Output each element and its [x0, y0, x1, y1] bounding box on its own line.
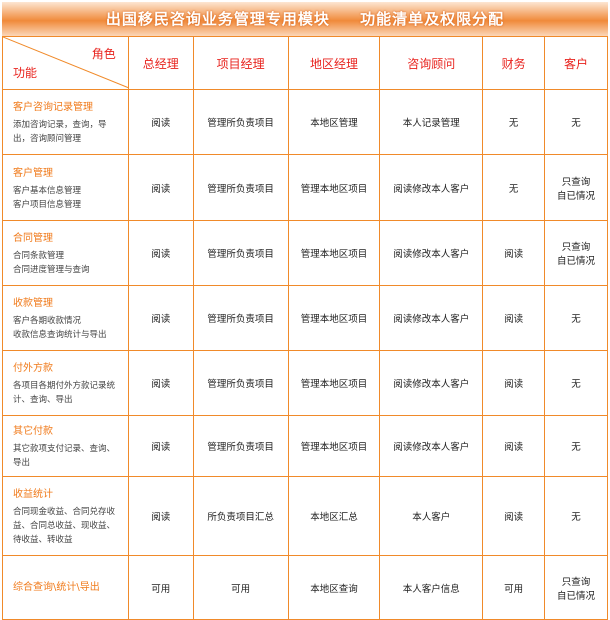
permission-cell: 本人客户 — [379, 476, 484, 556]
function-cell: 收款管理客户各期收款情况 收款信息查询统计与导出 — [2, 285, 129, 351]
function-cell: 客户咨询记录管理添加咨询记录，查询，导出，咨询顾问管理 — [2, 89, 129, 155]
function-name: 客户管理 — [13, 167, 53, 179]
table-row: 收益统计 合同现金收益、合同兑存收益、合同总收益、现收益、待收益、转收益 阅读 所负责… — [2, 476, 608, 556]
permission-cell: 管理本地区项目 — [287, 285, 381, 351]
permission-cell: 阅读修改本人客户 — [379, 285, 484, 351]
function-name: 收款管理 — [13, 298, 53, 309]
function-desc: 客户基本信息管理 客户项目信息管理 — [13, 185, 82, 210]
table-row: 客户咨询记录管理添加咨询记录，查询，导出，咨询顾问管理 阅读 管理所负责项目 本地区管… — [2, 89, 608, 155]
permission-cell: 所负责项目汇总 — [192, 476, 289, 556]
page-title: 出国移民咨询业务管理专用模块 功能清单及权限分配 — [2, 2, 608, 36]
permission-cell: 阅读 — [127, 476, 194, 556]
function-desc: 客户各期收款情况 收款信息查询统计与导出 — [13, 316, 107, 340]
function-cell: 综合查询\统计\导出 — [2, 555, 129, 620]
function-name: 客户咨询记录管理 — [13, 102, 93, 113]
permission-cell: 阅读 — [482, 220, 546, 286]
permission-cell: 无 — [544, 285, 608, 351]
function-name: 合同管理 — [13, 233, 53, 244]
table-row: 其它付款 其它款项支付记录、查询、导出 阅读 管理所负责项目 管理本地区项目 阅读修改本人… — [2, 415, 608, 477]
table-row: 付外方款 各项目各期付外方款记录统计、查询、导出 阅读 管理所负责项目 管理本地区项目阅… — [2, 350, 608, 416]
permission-cell: 管理本地区项目 — [287, 220, 381, 286]
function-cell: 合同管理合同条款管理 合同进度管理与查询 — [2, 220, 129, 286]
function-cell: 付外方款各项目各期付外方款记录统计、查询、导出 — [2, 350, 129, 416]
function-desc: 合同现金收益、合同兑存收益、合同总收益、现收益、待收益、转收益 — [13, 507, 116, 545]
function-name: 其它付款 — [13, 426, 53, 437]
header-row: 角色 功能 总经理 项目经理 地区经理 咨询顾问 财务 客户 — [2, 36, 608, 90]
function-cell: 客户管理客户基本信息管理 客户项目信息管理 — [2, 154, 129, 221]
title-part-1: 出国移民咨询业务管理专用模块 — [105, 10, 330, 28]
permission-cell: 管理本地区项目 — [287, 154, 381, 221]
permission-cell: 阅读修改本人客户 — [379, 415, 484, 477]
permission-cell: 本地区汇总 — [287, 476, 381, 556]
role-label: 角色 — [91, 47, 116, 61]
permission-cell: 管理所负责项目 — [192, 285, 289, 351]
permission-cell: 管理所负责项目 — [192, 415, 289, 477]
permission-cell: 阅读 — [482, 350, 546, 416]
permission-cell: 管理所负责项目 — [192, 220, 289, 286]
function-name: 综合查询\统计\导出 — [13, 581, 100, 593]
permission-cell: 无 — [544, 350, 608, 416]
permission-cell: 阅读 — [127, 415, 194, 477]
corner-header: 角色 功能 — [2, 36, 129, 90]
permission-cell: 无 — [544, 415, 608, 477]
function-name: 付外方款 — [13, 363, 53, 374]
permission-cell: 本人记录管理 — [379, 89, 484, 155]
function-name: 收益统计 — [13, 489, 53, 500]
function-desc: 其它款项支付记录、查询、导出 — [13, 444, 116, 468]
function-cell: 收益统计合同现金收益、合同兑存收益、合同总收益、现收益、待收益、转收益 — [2, 476, 129, 556]
permission-cell: 阅读 — [127, 220, 194, 286]
permission-cell: 无 — [482, 154, 546, 221]
col-header: 总经理 — [127, 36, 194, 90]
permission-cell: 无 — [544, 476, 608, 556]
permission-cell: 阅读修改本人客户 — [379, 220, 484, 286]
function-cell: 其它付款其它款项支付记录、查询、导出 — [2, 415, 129, 477]
permission-cell: 阅读 — [127, 350, 194, 416]
permission-cell: 阅读 — [482, 415, 546, 477]
permission-cell: 可用 — [192, 555, 289, 620]
permission-cell: 管理所负责项目 — [192, 154, 289, 221]
permission-cell: 阅读修改本人客户 — [379, 154, 484, 221]
permission-cell: 管理本地区项目 — [287, 415, 381, 477]
permission-cell: 本地区查询 — [287, 555, 381, 620]
permission-cell: 本人客户信息 — [379, 555, 484, 620]
function-label: 功能 — [13, 66, 38, 80]
permission-cell: 管理所负责项目 — [192, 350, 289, 416]
table-row: 客户管理 客户基本信息管理 客户项目信息管理 阅读 管理所负责项目 管理本地区项目 阅读修… — [2, 154, 608, 221]
col-header: 客户 — [544, 36, 608, 90]
col-header: 地区经理 — [287, 36, 381, 90]
permission-cell: 只查询 自已情况 — [544, 220, 608, 286]
function-desc: 各项目各期付外方款记录统计、查询、导出 — [13, 381, 116, 405]
table-row: 收款管理 客户各期收款情况 收款信息查询统计与导出 阅读 管理所负责项目 管理本地区项目… — [2, 285, 608, 351]
permission-cell: 无 — [482, 89, 546, 155]
table-row: 合同管理 合同条款管理 合同进度管理与查询 阅读 管理所负责项目 管理本地区项目 阅读修改… — [2, 220, 608, 286]
permission-cell: 无 — [544, 89, 608, 155]
permission-cell: 管理本地区项目 — [287, 350, 381, 416]
col-header: 咨询顾问 — [379, 36, 484, 90]
function-desc: 添加咨询记录，查询，导出，咨询顾问管理 — [13, 120, 107, 144]
permission-cell: 本地区管理 — [287, 89, 381, 155]
permission-cell: 阅读 — [482, 476, 546, 556]
col-header: 项目经理 — [192, 36, 289, 90]
permission-cell: 阅读修改本人客户 — [379, 350, 484, 416]
permission-cell: 可用 — [482, 555, 546, 620]
diagonal-line — [3, 37, 129, 88]
permission-cell: 阅读 — [127, 285, 194, 351]
table-row: 综合查询\统计\导出 可用 可用 本地区查询 本人客户信息 可用 只查询 自已情况 — [2, 555, 608, 620]
permissions-table: 角色 功能 总经理 项目经理 地区经理 咨询顾问 财务 客户 客户咨询记录管理添… — [2, 36, 608, 620]
permission-cell: 可用 — [127, 555, 194, 620]
permission-cell: 只查询 自已情况 — [544, 555, 608, 620]
permission-cell: 阅读 — [127, 154, 194, 221]
col-header: 财务 — [482, 36, 546, 90]
permission-cell: 只查询 自已情况 — [544, 154, 608, 221]
permission-cell: 管理所负责项目 — [192, 89, 289, 155]
permission-cell: 阅读 — [127, 89, 194, 155]
title-part-2: 功能清单及权限分配 — [360, 10, 505, 28]
function-desc: 合同条款管理 合同进度管理与查询 — [13, 251, 90, 275]
permission-cell: 阅读 — [482, 285, 546, 351]
